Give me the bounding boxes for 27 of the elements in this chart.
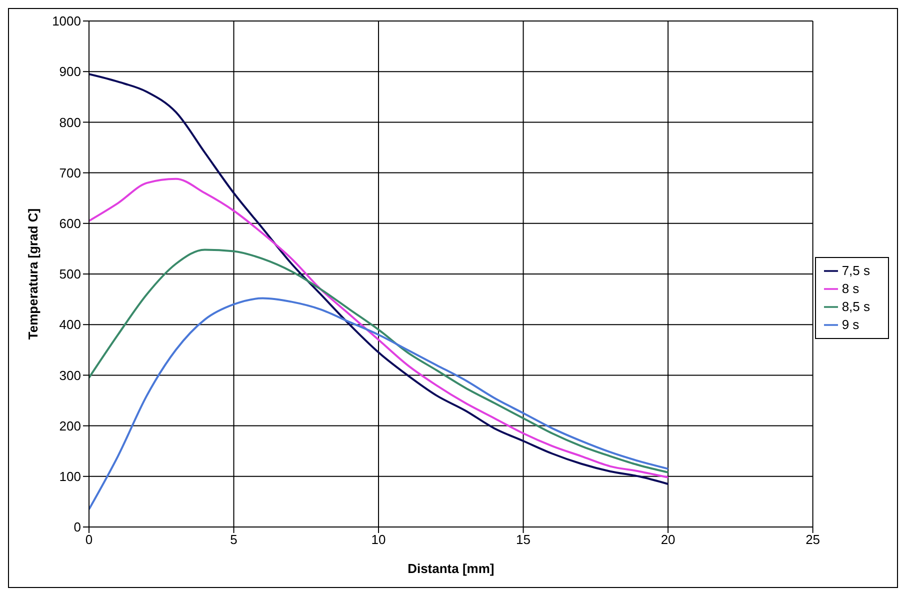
y-tick-label: 100 <box>59 469 81 484</box>
legend-label: 7,5 s <box>842 263 870 278</box>
x-tick-label: 5 <box>230 532 238 548</box>
x-axis-title: Distanta [mm] <box>408 561 494 576</box>
x-tick-label: 25 <box>806 532 820 548</box>
y-tick-label: 700 <box>59 165 81 180</box>
line-series <box>89 73 670 485</box>
y-tick-label: 500 <box>59 266 81 282</box>
x-tick-label: 20 <box>660 532 676 548</box>
line-series <box>89 248 670 474</box>
y-tick-label: 400 <box>59 317 81 332</box>
y-tick-label: 200 <box>59 418 81 434</box>
legend-label: 9 s <box>842 317 860 332</box>
y-tick-label: 600 <box>59 216 81 232</box>
legend-label: 8,5 s <box>842 299 870 314</box>
x-tick-label: 10 <box>371 532 386 548</box>
line-series <box>89 297 670 510</box>
y-axis-title: Temperatura [grad C] <box>26 208 41 340</box>
y-tick-label: 1000 <box>52 14 81 29</box>
line-series <box>89 178 670 478</box>
y-tick-label: 300 <box>59 368 81 383</box>
y-tick-label: 900 <box>59 64 81 80</box>
y-tick-label: 0 <box>74 520 81 535</box>
y-tick-label: 800 <box>59 114 81 130</box>
legend-label: 8 s <box>842 281 860 296</box>
x-tick-label: 0 <box>85 532 93 548</box>
x-tick-label: 15 <box>516 532 531 548</box>
